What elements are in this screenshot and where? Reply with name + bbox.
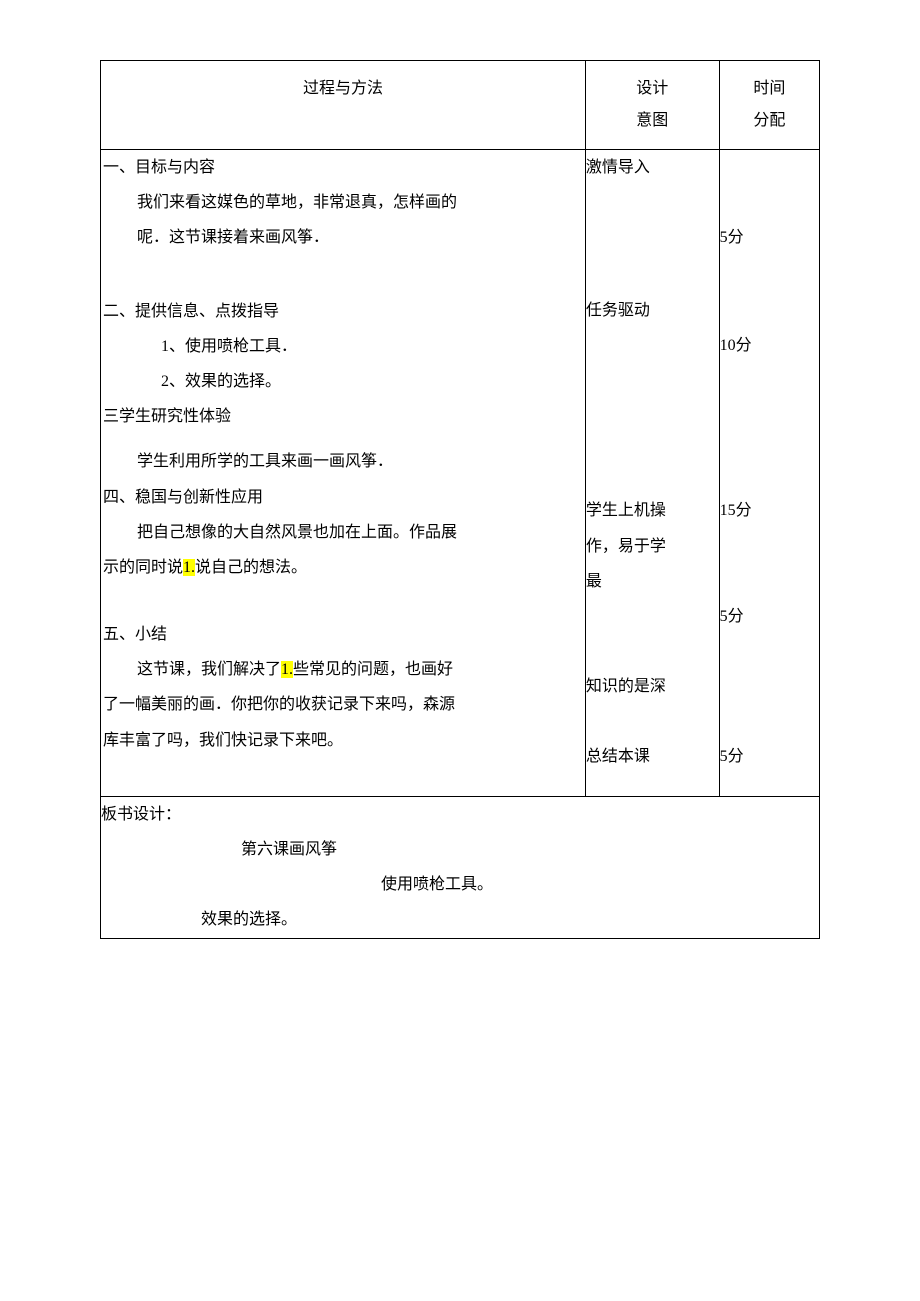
header-text-col3-l1: 时间 bbox=[728, 73, 811, 105]
col2-item1: 激情导入 bbox=[586, 150, 719, 185]
sec4-line1: 把自己想像的大自然风景也加在上面。作品展 bbox=[101, 515, 585, 550]
spacer bbox=[101, 585, 585, 617]
spacer bbox=[720, 529, 819, 599]
sec5-line1-pre: 这节课，我们解决了 bbox=[137, 661, 281, 678]
sec4-line2-pre: 示的同时说 bbox=[103, 559, 183, 576]
col2-item3-l1: 学生上机操 bbox=[586, 493, 719, 528]
header-col3: 时间 分配 bbox=[719, 61, 819, 150]
sec5-line3: 库丰富了吗，我们快记录下来吧。 bbox=[101, 723, 585, 758]
sec5-line2: 了一幅美丽的画．你把你的收获记录下来吗，森源 bbox=[101, 687, 585, 722]
col2-item5: 总结本课 bbox=[586, 739, 719, 774]
header-text-col3-l2: 分配 bbox=[728, 105, 811, 137]
footer-title: 板书设计： bbox=[101, 797, 819, 832]
footer-line2: 使用喷枪工具。 bbox=[101, 867, 819, 902]
table-body-row: 一、目标与内容 我们来看这媒色的草地，非常退真，怎样画的 呢．这节课接着来画风筝… bbox=[101, 150, 820, 797]
sec5-line1: 这节课，我们解决了1.些常见的问题，也画好 bbox=[101, 652, 585, 687]
sec2-item1: 1、使用喷枪工具． bbox=[101, 329, 585, 364]
spacer bbox=[720, 634, 819, 739]
sec3-line1: 学生利用所学的工具来画一画风筝． bbox=[101, 444, 585, 479]
sec5-title: 五、小结 bbox=[101, 617, 585, 652]
sec5-highlight: 1. bbox=[281, 661, 293, 678]
col2-item4: 知识的是深 bbox=[586, 669, 719, 704]
sec1-title: 一、目标与内容 bbox=[101, 150, 585, 185]
spacer bbox=[586, 599, 719, 669]
spacer bbox=[101, 256, 585, 294]
col2-item2: 任务驱动 bbox=[586, 293, 719, 328]
sec4-title: 四、稳国与创新性应用 bbox=[101, 480, 585, 515]
col2-item3-l3: 最 bbox=[586, 564, 719, 599]
spacer bbox=[101, 434, 585, 444]
footer-line1: 第六课画风筝 bbox=[101, 832, 819, 867]
header-text-col2-l1: 设计 bbox=[594, 73, 711, 105]
sec4-line2-post: 说自己的想法。 bbox=[195, 559, 307, 576]
spacer bbox=[101, 758, 585, 796]
sec2-title: 二、提供信息、点拨指导 bbox=[101, 294, 585, 329]
sec5-line1-post: 些常见的问题，也画好 bbox=[293, 661, 453, 678]
spacer bbox=[720, 150, 819, 220]
spacer bbox=[586, 328, 719, 493]
body-col2: 激情导入 任务驱动 学生上机操 作，易于学 最 知识的是深 总结本课 bbox=[585, 150, 719, 797]
col3-t4: 5分 bbox=[720, 599, 819, 634]
sec1-line2: 呢．这节课接着来画风筝． bbox=[101, 220, 585, 255]
sec1-line1: 我们来看这媒色的草地，非常退真，怎样画的 bbox=[101, 185, 585, 220]
col3-t2: 10分 bbox=[720, 328, 819, 363]
col2-item3-l2: 作，易于学 bbox=[586, 529, 719, 564]
col3-t5: 5分 bbox=[720, 739, 819, 774]
sec4-line2: 示的同时说1.说自己的想法。 bbox=[101, 550, 585, 585]
spacer bbox=[586, 185, 719, 293]
lesson-plan-table: 过程与方法 设计 意图 时间 分配 一、目标与内容 我们来看这媒色的草地，非常退… bbox=[100, 60, 820, 939]
spacer bbox=[586, 704, 719, 739]
header-text-col1: 过程与方法 bbox=[109, 73, 577, 105]
body-col1: 一、目标与内容 我们来看这媒色的草地，非常退真，怎样画的 呢．这节课接着来画风筝… bbox=[101, 150, 586, 797]
spacer bbox=[720, 363, 819, 493]
body-col3: 5分 10分 15分 5分 5分 bbox=[719, 150, 819, 797]
table-footer-row: 板书设计： 第六课画风筝 使用喷枪工具。 效果的选择。 bbox=[101, 796, 820, 938]
header-text-col2-l2: 意图 bbox=[594, 105, 711, 137]
header-col2: 设计 意图 bbox=[585, 61, 719, 150]
col3-t1: 5分 bbox=[720, 220, 819, 255]
sec4-highlight: 1. bbox=[183, 559, 195, 576]
footer-cell: 板书设计： 第六课画风筝 使用喷枪工具。 效果的选择。 bbox=[101, 796, 820, 938]
header-col1: 过程与方法 bbox=[101, 61, 586, 150]
sec3-title: 三学生研究性体验 bbox=[101, 399, 585, 434]
table-header-row: 过程与方法 设计 意图 时间 分配 bbox=[101, 61, 820, 150]
sec2-item2: 2、效果的选择。 bbox=[101, 364, 585, 399]
footer-line3: 效果的选择。 bbox=[101, 902, 819, 937]
spacer bbox=[720, 255, 819, 328]
col3-t3: 15分 bbox=[720, 493, 819, 528]
